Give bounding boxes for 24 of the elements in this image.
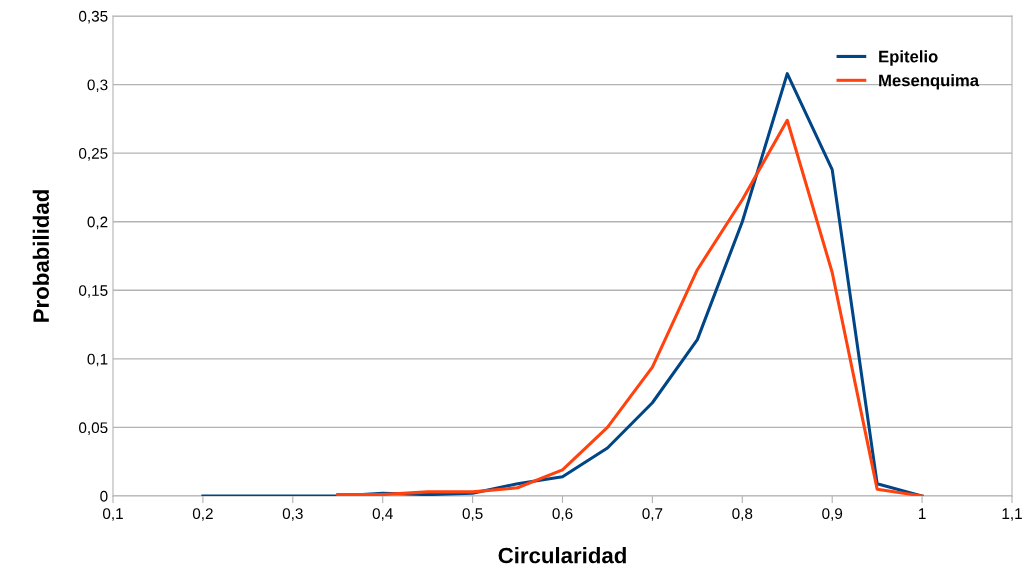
- y-tick-label: 0,1: [87, 353, 108, 367]
- x-axis-title: Circularidad: [498, 547, 626, 564]
- x-tick-label: 1,1: [1002, 508, 1022, 521]
- x-tick-label: 0,4: [372, 508, 393, 521]
- x-tick-label: 0,9: [822, 508, 843, 521]
- x-tick-label: 1: [919, 508, 926, 519]
- x-tick-label: 0,6: [552, 508, 573, 521]
- y-axis-title: Probabilidad: [32, 190, 50, 322]
- y-tick-label: 0,35: [79, 10, 108, 24]
- x-tick-label: 0,1: [102, 508, 123, 521]
- y-tick-label: 0,15: [79, 285, 108, 298]
- x-tick-label: 0,5: [462, 508, 483, 521]
- x-tick-label: 0,7: [642, 508, 663, 521]
- legend-label: Mesenquima: [879, 74, 980, 90]
- y-tick-label: 0: [100, 490, 108, 502]
- y-tick-label: 0,2: [87, 216, 108, 230]
- y-tick-label: 0,25: [79, 148, 108, 161]
- line-series: [336, 118, 924, 496]
- y-tick-label: 0,05: [79, 422, 108, 435]
- x-tick-label: 0,2: [192, 508, 213, 521]
- x-tick-label: 0,3: [282, 508, 303, 521]
- y-tick-label: 0,3: [87, 79, 108, 93]
- x-tick-label: 0,8: [732, 508, 753, 521]
- legend-label: Epitelio: [879, 50, 938, 66]
